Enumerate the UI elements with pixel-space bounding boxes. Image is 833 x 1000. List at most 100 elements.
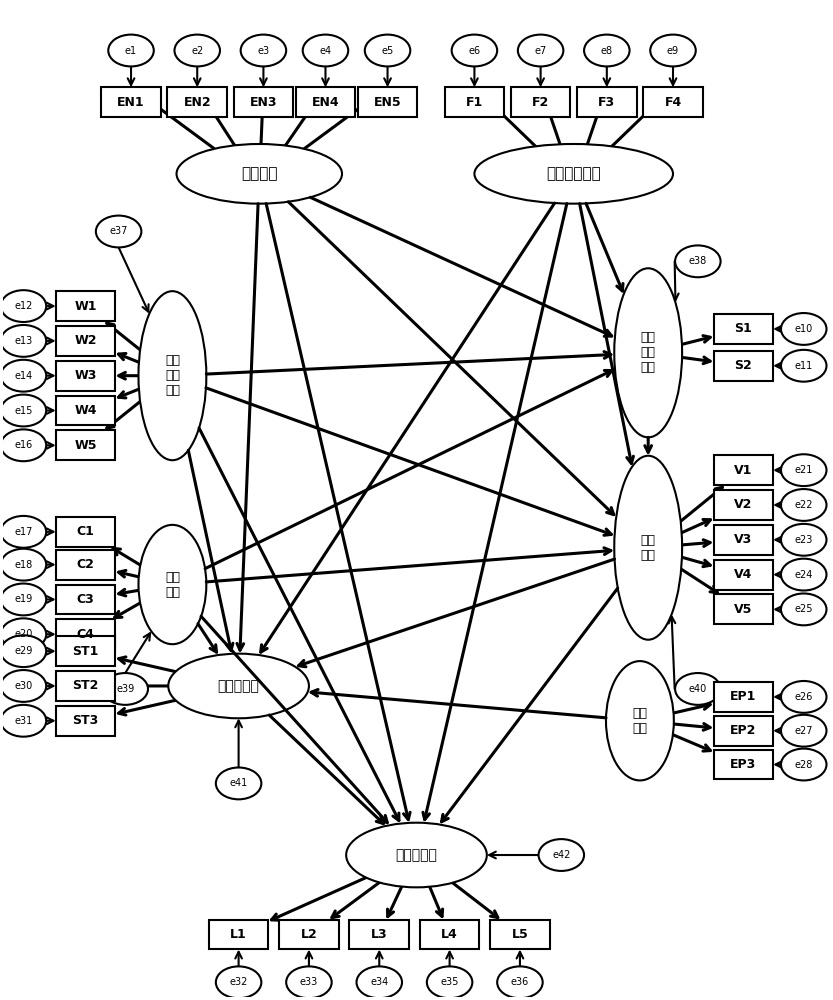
Text: W5: W5	[74, 439, 97, 452]
Text: e42: e42	[552, 850, 571, 860]
FancyBboxPatch shape	[357, 87, 417, 117]
Text: e33: e33	[300, 977, 318, 987]
FancyBboxPatch shape	[56, 671, 115, 701]
Ellipse shape	[781, 350, 826, 382]
Ellipse shape	[518, 35, 563, 66]
Text: e3: e3	[257, 46, 270, 56]
Text: e32: e32	[229, 977, 247, 987]
Ellipse shape	[781, 593, 826, 625]
Ellipse shape	[584, 35, 630, 66]
Ellipse shape	[781, 313, 826, 345]
FancyBboxPatch shape	[420, 920, 479, 949]
Text: V4: V4	[734, 568, 752, 581]
FancyBboxPatch shape	[714, 750, 773, 779]
Text: e31: e31	[14, 716, 32, 726]
Ellipse shape	[96, 216, 142, 247]
Text: e15: e15	[14, 406, 32, 416]
Text: EP1: EP1	[731, 690, 756, 703]
Text: e39: e39	[116, 684, 134, 694]
Text: F2: F2	[532, 96, 549, 109]
Ellipse shape	[781, 454, 826, 486]
Text: L4: L4	[441, 928, 458, 941]
FancyBboxPatch shape	[56, 706, 115, 736]
Text: L2: L2	[301, 928, 317, 941]
Text: EN3: EN3	[250, 96, 277, 109]
FancyBboxPatch shape	[56, 396, 115, 425]
FancyBboxPatch shape	[490, 920, 550, 949]
Text: e35: e35	[441, 977, 459, 987]
Text: ST3: ST3	[72, 714, 98, 727]
Ellipse shape	[614, 456, 682, 640]
Text: e17: e17	[14, 527, 32, 537]
Ellipse shape	[302, 35, 348, 66]
Ellipse shape	[138, 291, 207, 460]
Ellipse shape	[1, 584, 46, 615]
Ellipse shape	[1, 395, 46, 426]
Ellipse shape	[108, 35, 154, 66]
FancyBboxPatch shape	[56, 619, 115, 649]
Ellipse shape	[1, 360, 46, 392]
Text: EP2: EP2	[731, 724, 756, 737]
Ellipse shape	[357, 966, 402, 998]
Text: e27: e27	[795, 726, 813, 736]
Ellipse shape	[1, 325, 46, 357]
FancyBboxPatch shape	[56, 517, 115, 547]
Ellipse shape	[174, 35, 220, 66]
Text: e4: e4	[319, 46, 332, 56]
Text: e12: e12	[14, 301, 32, 311]
FancyBboxPatch shape	[56, 291, 115, 321]
Text: EN1: EN1	[117, 96, 145, 109]
Text: 环境感知: 环境感知	[241, 166, 277, 181]
Text: ST2: ST2	[72, 679, 98, 692]
FancyBboxPatch shape	[56, 326, 115, 356]
FancyBboxPatch shape	[714, 455, 773, 485]
Ellipse shape	[241, 35, 287, 66]
Ellipse shape	[1, 516, 46, 548]
Ellipse shape	[177, 144, 342, 204]
FancyBboxPatch shape	[279, 920, 339, 949]
Text: EN2: EN2	[183, 96, 211, 109]
Text: e41: e41	[229, 778, 247, 788]
Ellipse shape	[1, 429, 46, 461]
Text: e26: e26	[795, 692, 813, 702]
Text: e34: e34	[370, 977, 388, 987]
Text: V5: V5	[734, 603, 752, 616]
Text: EP3: EP3	[731, 758, 756, 771]
FancyBboxPatch shape	[56, 550, 115, 580]
Text: e24: e24	[795, 570, 813, 580]
Ellipse shape	[138, 525, 207, 644]
Text: EN4: EN4	[312, 96, 339, 109]
FancyBboxPatch shape	[714, 490, 773, 520]
Text: e20: e20	[14, 629, 32, 639]
FancyBboxPatch shape	[511, 87, 571, 117]
Ellipse shape	[1, 290, 46, 322]
Ellipse shape	[216, 966, 262, 998]
Text: V3: V3	[734, 533, 752, 546]
Ellipse shape	[614, 268, 682, 437]
Text: ST1: ST1	[72, 645, 98, 658]
Text: 感知设施水平: 感知设施水平	[546, 166, 601, 181]
FancyBboxPatch shape	[350, 920, 409, 949]
Text: 用户忠诚度: 用户忠诚度	[396, 848, 437, 862]
FancyBboxPatch shape	[714, 314, 773, 344]
FancyBboxPatch shape	[577, 87, 636, 117]
Ellipse shape	[1, 670, 46, 702]
Text: e22: e22	[795, 500, 813, 510]
Text: S1: S1	[735, 322, 752, 335]
Text: C1: C1	[77, 525, 94, 538]
Ellipse shape	[287, 966, 332, 998]
Ellipse shape	[426, 966, 472, 998]
FancyBboxPatch shape	[714, 525, 773, 555]
Text: C3: C3	[77, 593, 94, 606]
FancyBboxPatch shape	[643, 87, 703, 117]
Ellipse shape	[1, 618, 46, 650]
FancyBboxPatch shape	[56, 430, 115, 460]
FancyBboxPatch shape	[56, 636, 115, 666]
Ellipse shape	[539, 839, 584, 871]
FancyBboxPatch shape	[714, 351, 773, 381]
Text: 感知
服务
质量: 感知 服务 质量	[165, 354, 180, 397]
FancyBboxPatch shape	[714, 560, 773, 589]
Text: 骑行
安全
感知: 骑行 安全 感知	[641, 331, 656, 374]
Text: W4: W4	[74, 404, 97, 417]
Text: C4: C4	[77, 628, 94, 641]
